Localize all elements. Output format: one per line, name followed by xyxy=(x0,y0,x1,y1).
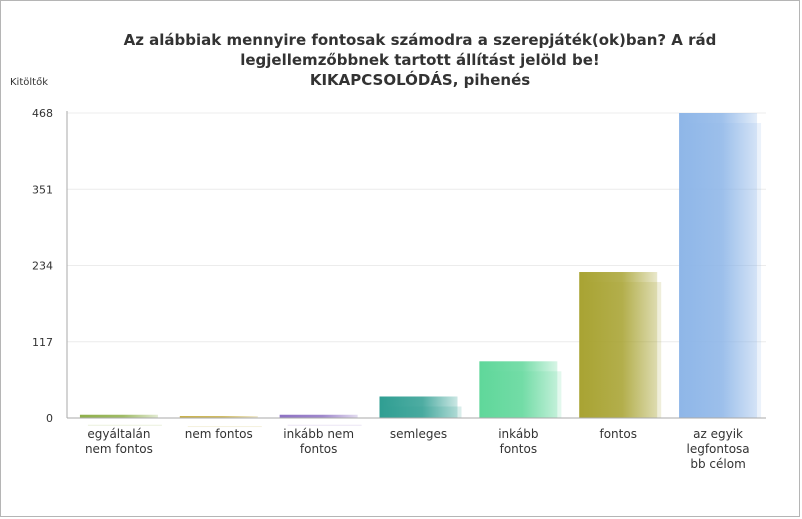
x-label-2-1: fontos xyxy=(300,442,337,456)
x-label-0-0: egyáltalán xyxy=(87,427,150,441)
y-tick-labels: 0 117 234 351 468 xyxy=(32,107,53,425)
x-label-6-2: bb célom xyxy=(690,457,745,471)
grid-lines xyxy=(67,112,766,343)
y-tick-4: 468 xyxy=(32,107,53,120)
bar-shadow-0 xyxy=(87,424,162,426)
x-label-4-1: fontos xyxy=(500,442,537,456)
x-label-1-0: nem fontos xyxy=(185,427,253,441)
x-label-0-1: nem fontos xyxy=(85,442,153,456)
title-line-3: KIKAPCSOLÓDÁS, pihenés xyxy=(309,71,531,89)
chart-title: Az alábbiak mennyire fontosak számodra a… xyxy=(60,30,780,90)
bar-1 xyxy=(179,416,258,418)
bar-5 xyxy=(579,272,658,418)
bar-2 xyxy=(279,414,358,418)
y-tick-2: 234 xyxy=(32,260,53,273)
title-line-1: Az alábbiak mennyire fontosak számodra a… xyxy=(123,31,717,49)
x-label-2-0: inkább nem xyxy=(283,427,354,441)
bar-4 xyxy=(479,361,558,418)
bar-6 xyxy=(679,113,758,418)
bar-shadow-2 xyxy=(287,424,362,426)
y-tick-0: 0 xyxy=(46,412,53,425)
bar-3 xyxy=(379,396,458,418)
x-label-5-0: fontos xyxy=(599,427,636,441)
y-tick-1: 117 xyxy=(32,336,53,349)
x-label-4-0: inkább xyxy=(498,427,538,441)
bar-0 xyxy=(79,414,158,418)
x-label-6-1: legfontosa xyxy=(686,442,749,456)
y-tick-3: 351 xyxy=(32,183,53,196)
x-label-6-0: az egyik xyxy=(693,427,743,441)
title-line-2: legjellemzőbbnek tartott állítást jelöld… xyxy=(240,51,600,69)
bar-shadow-1 xyxy=(187,426,262,428)
x-label-3-0: semleges xyxy=(390,427,447,441)
axes xyxy=(66,111,766,419)
bars xyxy=(79,113,762,428)
y-axis-label: Kitöltők xyxy=(10,77,48,88)
